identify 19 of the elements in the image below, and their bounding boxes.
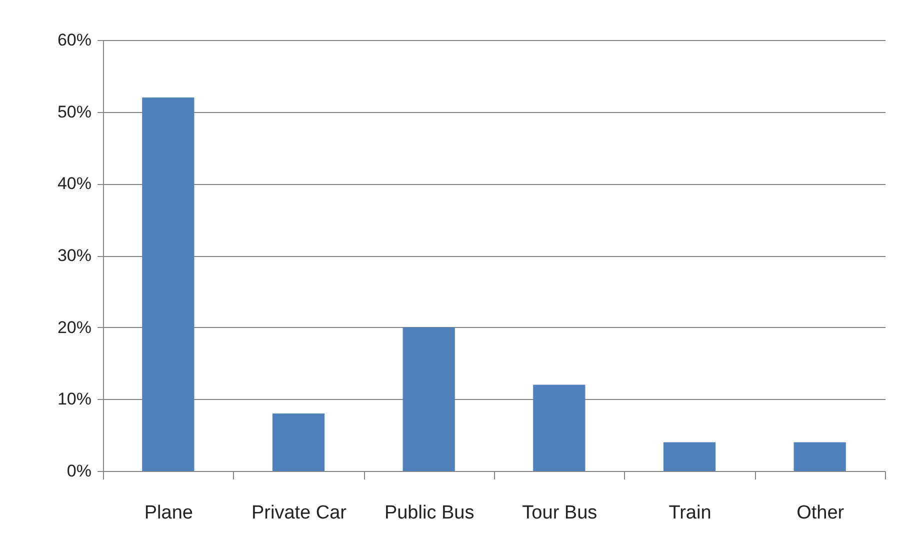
bar (533, 384, 586, 471)
y-tick-label: 30% (57, 246, 92, 265)
y-tick-label: 0% (66, 462, 92, 480)
x-tick-label: Train (668, 502, 712, 524)
x-tick-label: Other (796, 502, 845, 524)
bar (794, 442, 846, 471)
x-tick-label: Plane (144, 502, 193, 524)
x-tick-label: Private Car (251, 502, 348, 524)
bar (272, 414, 325, 471)
y-tick-label: 10% (57, 390, 92, 409)
y-tick-label: 50% (57, 102, 92, 122)
y-tick-label: 60% (57, 30, 92, 50)
bar (663, 442, 716, 471)
bar (142, 97, 194, 471)
y-tick-label: 20% (57, 318, 92, 337)
y-tick-label: 40% (57, 174, 92, 194)
x-tick-label: Tour Bus (522, 502, 598, 524)
x-tick-label: Public Bus (384, 502, 474, 524)
bar (402, 327, 455, 471)
